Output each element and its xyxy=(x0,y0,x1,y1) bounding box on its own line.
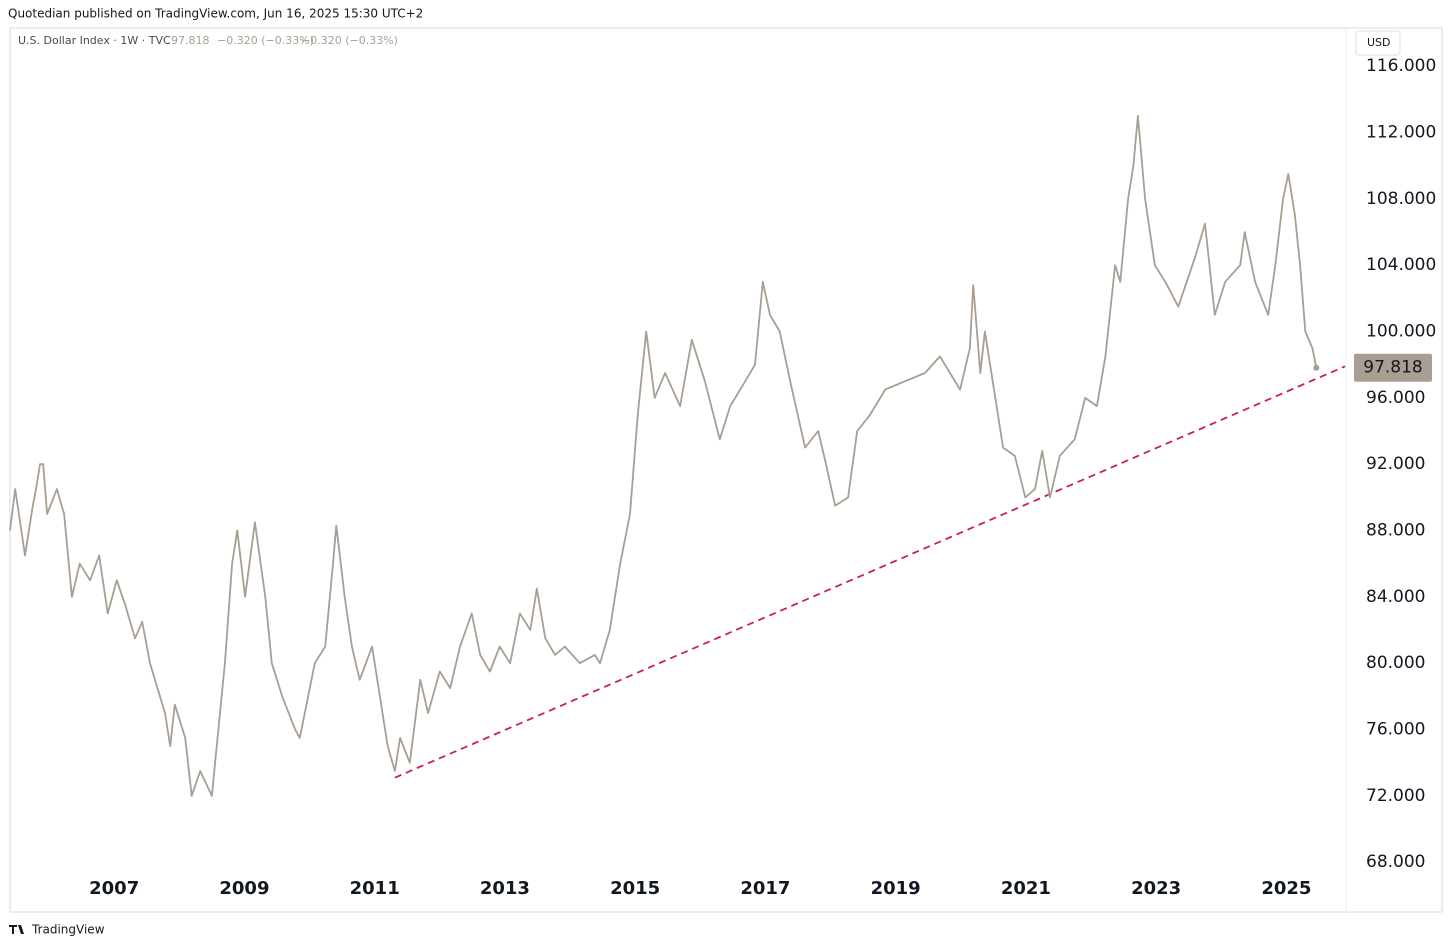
price-label-box xyxy=(1354,353,1432,382)
x-tick-label: 2011 xyxy=(350,878,400,899)
x-tick-label: 2009 xyxy=(219,878,269,899)
y-tick-label: 112.000 xyxy=(1366,122,1436,142)
price-line xyxy=(9,115,1318,797)
trendline xyxy=(394,365,1346,779)
x-tick-label: 2013 xyxy=(480,878,530,899)
y-tick-label: 72.000 xyxy=(1366,786,1425,806)
y-tick-label: 80.000 xyxy=(1366,653,1425,673)
y-tick-label: 100.000 xyxy=(1366,322,1436,342)
x-tick-label: 2025 xyxy=(1261,878,1311,899)
y-tick-label: 88.000 xyxy=(1366,521,1425,541)
legend-change: −0.320 (−0.33%) xyxy=(301,34,398,47)
brand: TradingView xyxy=(31,923,105,937)
x-tick-label: 2023 xyxy=(1131,878,1181,899)
y-tick-label: 104.000 xyxy=(1366,255,1436,275)
y-tick-label: 96.000 xyxy=(1366,388,1425,408)
legend-value: 97.818 xyxy=(171,34,210,47)
price-label: 97.818 xyxy=(1363,358,1422,378)
legend-symbol: U.S. Dollar Index · 1W · TVC xyxy=(18,34,171,47)
y-tick-label: 76.000 xyxy=(1366,720,1425,740)
y-tick-label: 84.000 xyxy=(1366,587,1425,607)
x-tick-label: 2019 xyxy=(871,878,921,899)
brand-logo xyxy=(9,925,24,934)
currency-box[interactable] xyxy=(1355,30,1401,56)
legend-change: −0.320 (−0.33%) xyxy=(217,34,314,47)
x-tick-label: 2015 xyxy=(610,878,660,899)
x-tick-label: 2007 xyxy=(89,878,139,899)
y-tick-label: 68.000 xyxy=(1366,852,1425,872)
y-tick-label: 108.000 xyxy=(1366,189,1436,209)
y-tick-label: 92.000 xyxy=(1366,454,1425,474)
x-tick-label: 2017 xyxy=(740,878,790,899)
chart-frame xyxy=(9,27,1443,913)
last-point xyxy=(1313,364,1320,371)
currency[interactable]: USD xyxy=(1367,36,1391,49)
x-tick-label: 2021 xyxy=(1001,878,1051,899)
publish-note: Quotedian published on TradingView.com, … xyxy=(8,7,423,21)
y-tick-label: 116.000 xyxy=(1366,56,1436,76)
